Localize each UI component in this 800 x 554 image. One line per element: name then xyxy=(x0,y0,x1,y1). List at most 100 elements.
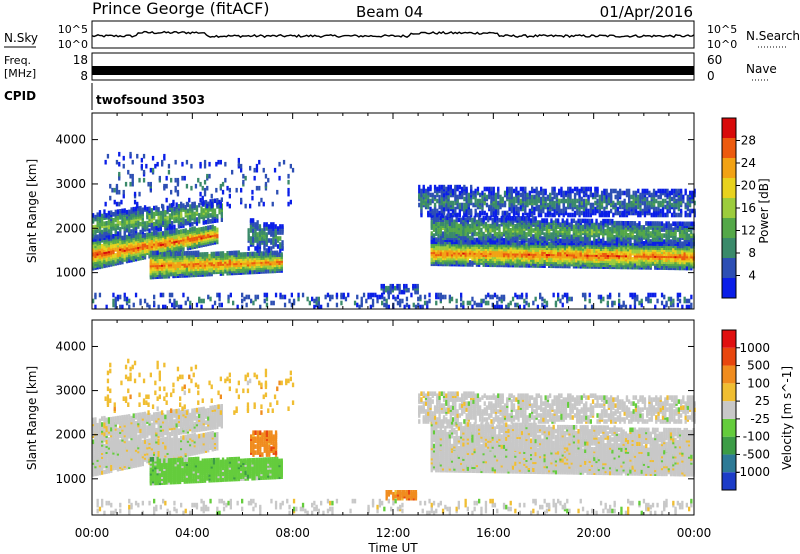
range-time-cell xyxy=(579,234,582,240)
range-time-cell xyxy=(181,273,184,278)
range-time-cell xyxy=(158,254,161,259)
range-time-cell xyxy=(192,250,195,256)
range-time-cell xyxy=(261,228,264,233)
range-time-cell xyxy=(531,212,534,218)
range-time-cell xyxy=(114,223,117,229)
range-time-cell xyxy=(128,234,131,239)
range-time-cell xyxy=(618,258,621,264)
range-time-cell xyxy=(456,204,459,210)
range-time-cell xyxy=(527,228,530,233)
range-time-cell xyxy=(191,226,194,232)
range-time-cell xyxy=(449,184,452,190)
range-time-cell xyxy=(481,210,484,216)
range-time-cell xyxy=(609,250,612,256)
range-time-cell xyxy=(474,200,477,206)
range-time-cell xyxy=(171,211,174,216)
range-time-cell xyxy=(209,213,212,218)
range-time-cell xyxy=(191,207,194,213)
range-time-cell xyxy=(213,208,217,214)
range-time-cell xyxy=(640,237,643,242)
range-time-cell xyxy=(586,238,589,244)
range-time-cell xyxy=(466,215,469,221)
range-time-cell xyxy=(563,228,567,233)
range-time-cell xyxy=(572,238,576,244)
range-time-cell xyxy=(524,206,527,212)
range-time-cell xyxy=(472,194,475,200)
range-time-cell xyxy=(536,234,539,239)
range-time-cell xyxy=(422,198,425,204)
range-time-cell xyxy=(688,233,691,239)
range-time-cell xyxy=(186,208,190,214)
range-time-cell xyxy=(627,233,630,238)
range-time-cell xyxy=(665,229,668,234)
station-title: Prince George (fitACF) xyxy=(92,0,270,18)
range-time-cell xyxy=(534,232,537,237)
range-time-cell xyxy=(454,196,457,202)
range-time-cell xyxy=(611,232,614,238)
range-time-cell xyxy=(501,196,504,202)
freq-unit-label: [MHz] xyxy=(4,67,36,80)
range-time-cell xyxy=(516,241,519,246)
range-time-cell xyxy=(462,215,465,221)
range-time-cell xyxy=(615,236,618,242)
range-time-cell xyxy=(121,218,124,224)
range-time-cell xyxy=(525,263,528,268)
range-time-cell xyxy=(279,242,282,247)
range-time-cell xyxy=(483,186,486,192)
range-time-cell xyxy=(264,251,268,256)
range-time-cell xyxy=(663,227,666,232)
range-time-cell xyxy=(492,190,495,196)
range-time-cell xyxy=(121,235,124,241)
range-time-cell xyxy=(582,186,586,192)
range-time-cell xyxy=(203,252,207,257)
range-time-cell xyxy=(249,218,253,223)
range-time-cell xyxy=(612,212,615,218)
range-time-cell xyxy=(613,228,616,234)
range-time-cell xyxy=(482,237,485,243)
range-time-cell xyxy=(579,226,582,232)
range-time-cell xyxy=(681,221,684,227)
range-time-cell xyxy=(559,238,562,243)
range-time-cell xyxy=(130,229,133,234)
range-time-cell xyxy=(514,232,517,237)
range-time-cell xyxy=(440,192,443,198)
range-time-cell xyxy=(553,212,556,218)
range-time-cell xyxy=(591,202,595,208)
range-time-cell xyxy=(444,215,447,221)
range-time-cell xyxy=(582,198,586,204)
range-time-cell xyxy=(253,251,256,257)
range-time-cell xyxy=(518,216,521,221)
range-time-cell xyxy=(226,251,229,256)
range-time-cell xyxy=(166,205,169,211)
range-time-cell xyxy=(496,219,499,225)
range-time-cell xyxy=(564,206,568,212)
range-time-cell xyxy=(107,210,111,216)
range-time-cell xyxy=(272,240,275,245)
range-time-cell xyxy=(438,198,441,204)
range-time-cell xyxy=(224,253,227,258)
nsky-tick-top: 10^5 xyxy=(58,23,88,36)
range-time-cell xyxy=(544,204,547,210)
range-time-cell xyxy=(92,251,95,257)
range-time-cell xyxy=(498,217,501,223)
range-time-cell xyxy=(281,224,284,229)
range-time-cell xyxy=(584,228,587,234)
range-time-cell xyxy=(605,198,608,204)
range-time-cell xyxy=(128,209,131,215)
range-time-cell xyxy=(276,226,280,231)
range-time-cell xyxy=(494,192,498,198)
range-time-cell xyxy=(667,221,670,226)
range-time-cell xyxy=(177,204,181,209)
range-time-cell xyxy=(217,251,220,256)
range-time-cell xyxy=(524,186,527,192)
range-time-cell xyxy=(482,215,485,221)
range-time-cell xyxy=(155,225,158,230)
range-time-cell xyxy=(265,248,268,253)
range-time-cell xyxy=(633,235,637,240)
range-time-cell xyxy=(541,251,544,256)
range-time-cell xyxy=(267,224,271,229)
range-time-cell xyxy=(548,241,551,247)
range-time-cell xyxy=(645,227,648,232)
range-time-cell xyxy=(445,202,448,208)
